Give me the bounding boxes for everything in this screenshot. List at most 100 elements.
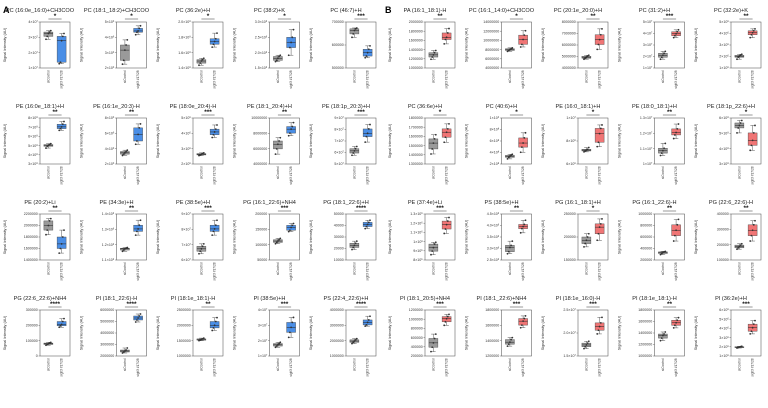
- subplot: PC (36:2e)+H 1.4×10⁸ 1.6×10⁸ 1.8×10⁸ 2.0×10⁸…: [156, 8, 224, 89]
- y-tick-label: 1×10⁷: [643, 162, 653, 166]
- data-point: [674, 134, 676, 136]
- y-axis-label: Signal Intensity (AU): [156, 315, 160, 350]
- subplot: PC (31:2)+H 1×10⁷ 2×10⁷ 3×10⁷ 4×10⁷ 5×10⁷ Sign…: [618, 8, 685, 89]
- data-point: [659, 253, 662, 256]
- subplot-title: PC (31:2)+H: [639, 8, 670, 14]
- subplot-title: PA (16:1_18:1)-H: [404, 8, 447, 14]
- data-point: [445, 131, 448, 134]
- group-label: siControl: [123, 70, 127, 83]
- y-tick-label: 1.1×10⁷: [640, 147, 653, 151]
- y-tick-label: 1400000: [409, 153, 423, 157]
- data-point: [754, 319, 756, 322]
- data-point: [353, 29, 356, 32]
- y-tick-label: 5×10⁸: [719, 132, 729, 136]
- data-point: [448, 27, 450, 30]
- data-point: [60, 125, 63, 128]
- y-tick-label: 6×10⁸: [490, 139, 500, 143]
- group-label: siControl: [276, 70, 280, 83]
- data-point: [672, 326, 675, 329]
- data-point: [740, 53, 743, 56]
- data-point: [216, 219, 218, 222]
- y-tick-label: 2.0×10⁷: [563, 331, 576, 335]
- significance-label: *: [745, 109, 748, 116]
- group-label: siControl: [661, 358, 665, 371]
- data-point: [291, 321, 294, 324]
- data-point: [601, 218, 603, 220]
- y-tick-label: 1.3×10⁶: [410, 212, 423, 216]
- plot-frame: [345, 309, 377, 357]
- y-tick-label: 5×10⁸: [28, 144, 38, 148]
- plot-frame: [39, 21, 71, 69]
- y-tick-label: 1×10⁶: [413, 240, 423, 244]
- subplot-title: PI (18:1_22:6)+NH4: [477, 296, 527, 302]
- data-point: [139, 219, 142, 222]
- group-label: siglt3 #17/28: [213, 166, 217, 184]
- group-label: siglt3 #17/28: [289, 262, 293, 280]
- subplot: PE (16:0_18:1)+H 6×10⁶ 8×10⁶ 1×10⁷ Signal In…: [541, 104, 609, 185]
- significance-label: **: [743, 13, 749, 20]
- data-point: [506, 157, 509, 160]
- y-tick-label: 1000000: [409, 317, 423, 321]
- data-point: [367, 48, 370, 51]
- data-point: [750, 144, 753, 147]
- data-point: [369, 44, 371, 47]
- group-label: siglt3 #17/28: [366, 166, 370, 184]
- data-point: [46, 35, 49, 38]
- significance-label: **: [437, 13, 443, 20]
- plot-frame: [424, 117, 456, 165]
- y-tick-label: 200000: [411, 354, 423, 358]
- data-point: [664, 142, 667, 145]
- y-tick-label: 4000000: [253, 162, 267, 166]
- subplot-title: PI (18:1e_18:1)-H: [632, 296, 676, 302]
- y-axis-label: Signal Intensity (AU): [694, 123, 698, 158]
- data-point: [364, 141, 367, 143]
- data-point: [433, 51, 436, 54]
- data-point: [663, 333, 665, 335]
- y-axis-label: Signal Intensity (AU): [233, 27, 237, 62]
- data-point: [45, 147, 47, 149]
- group-label: siControl: [199, 70, 203, 83]
- subplot-title: PI (18:1_20:5)+NH4: [400, 296, 450, 302]
- plot-frame: [654, 21, 685, 69]
- subplot: PC (40:6)+H 2×10⁸ 4×10⁸ 6×10⁸ 8×10⁸ 1×10⁹ Sign…: [465, 104, 532, 185]
- data-point: [49, 29, 52, 32]
- y-tick-label: 1.5×10⁶: [255, 66, 268, 70]
- data-point: [431, 250, 434, 253]
- data-point: [365, 225, 368, 228]
- data-point: [355, 27, 358, 29]
- data-point: [443, 232, 446, 235]
- data-point: [749, 149, 752, 152]
- subplot: PG (16:1_22:6)-H 200000 400000 600000 800000…: [618, 200, 685, 281]
- group-label: siglt3 #17/28: [136, 70, 140, 88]
- subplot: PC (20:1e_20:0)+H 4000000 5000000 6000000 70…: [541, 8, 609, 89]
- data-point: [121, 250, 124, 253]
- data-point: [675, 321, 677, 324]
- y-tick-label: 4000000: [100, 331, 114, 335]
- data-point: [596, 239, 599, 242]
- data-point: [125, 349, 127, 351]
- subplot-title: PG (22:6_22:6)-H: [709, 200, 753, 206]
- y-tick-label: 3×10⁶: [719, 336, 729, 340]
- subplot-title: PC (38:2)+K: [254, 8, 285, 14]
- data-point: [275, 147, 278, 150]
- data-point: [430, 350, 432, 353]
- data-point: [138, 224, 141, 227]
- data-point: [290, 128, 292, 131]
- data-point: [523, 223, 526, 226]
- data-point: [443, 43, 446, 45]
- subplot-title: PI (38:5e)+H: [254, 296, 286, 302]
- data-point: [434, 133, 437, 136]
- data-point: [659, 339, 662, 342]
- y-axis-label: Signal Intensity (AU): [80, 315, 84, 350]
- subplot: PC (32:2e)+K 1×10⁶ 2×10⁶ 3×10⁶ 4×10⁶ 5×10⁶ Sig…: [694, 8, 762, 89]
- y-tick-label: 4×10⁷: [258, 308, 268, 312]
- data-point: [598, 38, 601, 41]
- data-point: [677, 123, 680, 125]
- significance-label: ****: [126, 301, 137, 308]
- data-point: [364, 227, 367, 230]
- box-treatment: [594, 128, 605, 143]
- data-point: [121, 352, 124, 354]
- data-point: [279, 136, 282, 139]
- y-tick-label: 1×10⁷: [258, 354, 268, 358]
- y-axis-label: Signal Intensity (AU): [618, 27, 622, 62]
